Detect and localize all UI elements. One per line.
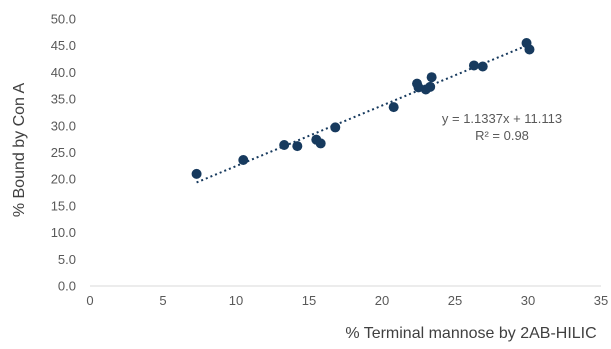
data-point — [477, 61, 488, 72]
y-tick-label: 50.0 — [51, 12, 76, 27]
y-axis-title: % Bound by Con A — [11, 83, 28, 218]
data-point — [468, 60, 479, 71]
y-tick-label: 35.0 — [51, 92, 76, 107]
trendline-equation: y = 1.1337x + 11.113 — [442, 111, 562, 126]
data-point — [279, 140, 290, 151]
x-tick-label: 25 — [448, 293, 462, 308]
x-tick-label: 0 — [86, 293, 93, 308]
y-tick-label: 45.0 — [51, 38, 76, 53]
y-tick-label: 10.0 — [51, 225, 76, 240]
y-tick-label: 25.0 — [51, 145, 76, 160]
x-tick-label: 10 — [229, 293, 243, 308]
data-point — [330, 122, 341, 133]
data-point — [425, 81, 436, 92]
x-tick-label: 35 — [594, 293, 608, 308]
data-point — [191, 168, 202, 179]
y-tick-label: 15.0 — [51, 198, 76, 213]
r-squared-label: R² = 0.98 — [475, 128, 529, 143]
data-point — [388, 102, 399, 113]
data-point — [426, 72, 437, 83]
x-tick-label: 30 — [521, 293, 535, 308]
data-point — [524, 44, 535, 55]
x-tick-label: 20 — [375, 293, 389, 308]
x-axis-title: % Terminal mannose by 2AB-HILIC — [345, 325, 596, 342]
x-tick-label: 5 — [159, 293, 166, 308]
y-tick-label: 20.0 — [51, 172, 76, 187]
data-point — [292, 141, 303, 152]
y-tick-label: 30.0 — [51, 118, 76, 133]
y-tick-label: 5.0 — [58, 252, 76, 267]
data-point — [315, 138, 326, 149]
x-tick-label: 15 — [302, 293, 316, 308]
data-point — [238, 154, 249, 165]
y-tick-label: 40.0 — [51, 65, 76, 80]
y-tick-label: 0.0 — [58, 279, 76, 294]
